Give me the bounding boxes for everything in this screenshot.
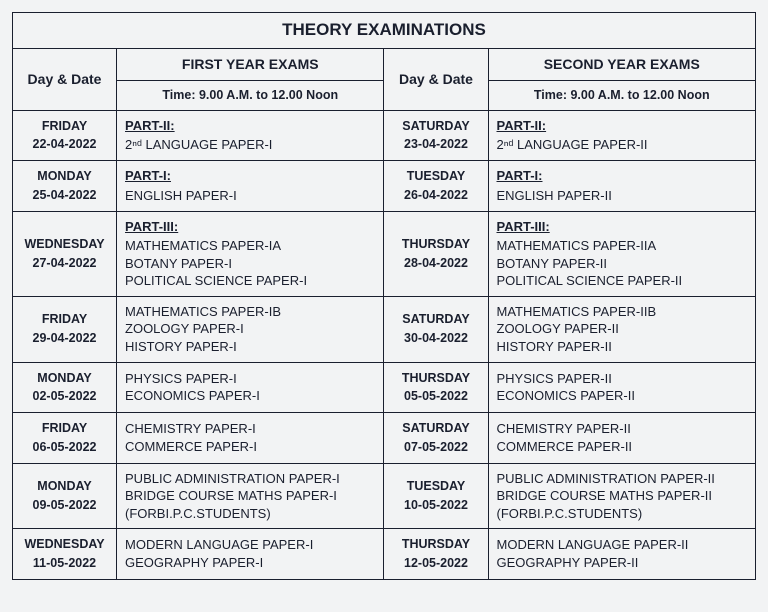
table-title: THEORY EXAMINATIONS [13, 13, 756, 49]
table-row: MONDAY02-05-2022PHYSICS PAPER-IECONOMICS… [13, 362, 756, 413]
date-cell-y1: WEDNESDAY11-05-2022 [13, 529, 117, 580]
date-cell-y1: FRIDAY22-04-2022 [13, 110, 117, 161]
subject-cell-y2: PART-III:MATHEMATICS PAPER-IIABOTANY PAP… [488, 211, 756, 296]
exam-schedule-table: THEORY EXAMINATIONS Day & Date FIRST YEA… [12, 12, 756, 580]
table-row: WEDNESDAY11-05-2022MODERN LANGUAGE PAPER… [13, 529, 756, 580]
date-cell-y2: SATURDAY07-05-2022 [384, 413, 488, 464]
date-cell-y2: THURSDAY28-04-2022 [384, 211, 488, 296]
header-row-1: Day & Date FIRST YEAR EXAMS Day & Date S… [13, 48, 756, 80]
subject-cell-y1: MODERN LANGUAGE PAPER-IGEOGRAPHY PAPER-I [117, 529, 384, 580]
subject-cell-y2: PUBLIC ADMINISTRATION PAPER-IIBRIDGE COU… [488, 463, 756, 529]
title-row: THEORY EXAMINATIONS [13, 13, 756, 49]
table-row: FRIDAY22-04-2022PART-II:2ⁿᵈ LANGUAGE PAP… [13, 110, 756, 161]
date-cell-y2: TUESDAY26-04-2022 [384, 161, 488, 212]
date-cell-y2: TUESDAY10-05-2022 [384, 463, 488, 529]
date-cell-y1: MONDAY09-05-2022 [13, 463, 117, 529]
time-first-year: Time: 9.00 A.M. to 12.00 Noon [117, 80, 384, 110]
col-day-date-2: Day & Date [384, 48, 488, 110]
date-cell-y1: FRIDAY06-05-2022 [13, 413, 117, 464]
table-row: FRIDAY06-05-2022CHEMISTRY PAPER-ICOMMERC… [13, 413, 756, 464]
subject-cell-y2: PART-II:2ⁿᵈ LANGUAGE PAPER-II [488, 110, 756, 161]
date-cell-y2: THURSDAY12-05-2022 [384, 529, 488, 580]
subject-cell-y2: MODERN LANGUAGE PAPER-IIGEOGRAPHY PAPER-… [488, 529, 756, 580]
subject-cell-y2: CHEMISTRY PAPER-IICOMMERCE PAPER-II [488, 413, 756, 464]
col-day-date-1: Day & Date [13, 48, 117, 110]
subject-cell-y1: PUBLIC ADMINISTRATION PAPER-IBRIDGE COUR… [117, 463, 384, 529]
subject-cell-y1: CHEMISTRY PAPER-ICOMMERCE PAPER-I [117, 413, 384, 464]
table-row: MONDAY09-05-2022PUBLIC ADMINISTRATION PA… [13, 463, 756, 529]
table-row: MONDAY25-04-2022PART-I:ENGLISH PAPER-ITU… [13, 161, 756, 212]
subject-cell-y1: PART-II:2ⁿᵈ LANGUAGE PAPER-I [117, 110, 384, 161]
schedule-table: THEORY EXAMINATIONS Day & Date FIRST YEA… [12, 12, 756, 580]
date-cell-y2: SATURDAY30-04-2022 [384, 296, 488, 362]
subject-cell-y1: PART-III:MATHEMATICS PAPER-IABOTANY PAPE… [117, 211, 384, 296]
col-first-year: FIRST YEAR EXAMS [117, 48, 384, 80]
date-cell-y1: FRIDAY29-04-2022 [13, 296, 117, 362]
subject-cell-y2: MATHEMATICS PAPER-IIBZOOLOGY PAPER-IIHIS… [488, 296, 756, 362]
table-row: FRIDAY29-04-2022MATHEMATICS PAPER-IBZOOL… [13, 296, 756, 362]
subject-cell-y2: PART-I:ENGLISH PAPER-II [488, 161, 756, 212]
subject-cell-y1: MATHEMATICS PAPER-IBZOOLOGY PAPER-IHISTO… [117, 296, 384, 362]
col-second-year: SECOND YEAR EXAMS [488, 48, 756, 80]
date-cell-y1: MONDAY02-05-2022 [13, 362, 117, 413]
date-cell-y1: MONDAY25-04-2022 [13, 161, 117, 212]
time-second-year: Time: 9.00 A.M. to 12.00 Noon [488, 80, 756, 110]
subject-cell-y2: PHYSICS PAPER-IIECONOMICS PAPER-II [488, 362, 756, 413]
table-row: WEDNESDAY27-04-2022PART-III:MATHEMATICS … [13, 211, 756, 296]
date-cell-y2: THURSDAY05-05-2022 [384, 362, 488, 413]
date-cell-y2: SATURDAY23-04-2022 [384, 110, 488, 161]
subject-cell-y1: PHYSICS PAPER-IECONOMICS PAPER-I [117, 362, 384, 413]
date-cell-y1: WEDNESDAY27-04-2022 [13, 211, 117, 296]
subject-cell-y1: PART-I:ENGLISH PAPER-I [117, 161, 384, 212]
